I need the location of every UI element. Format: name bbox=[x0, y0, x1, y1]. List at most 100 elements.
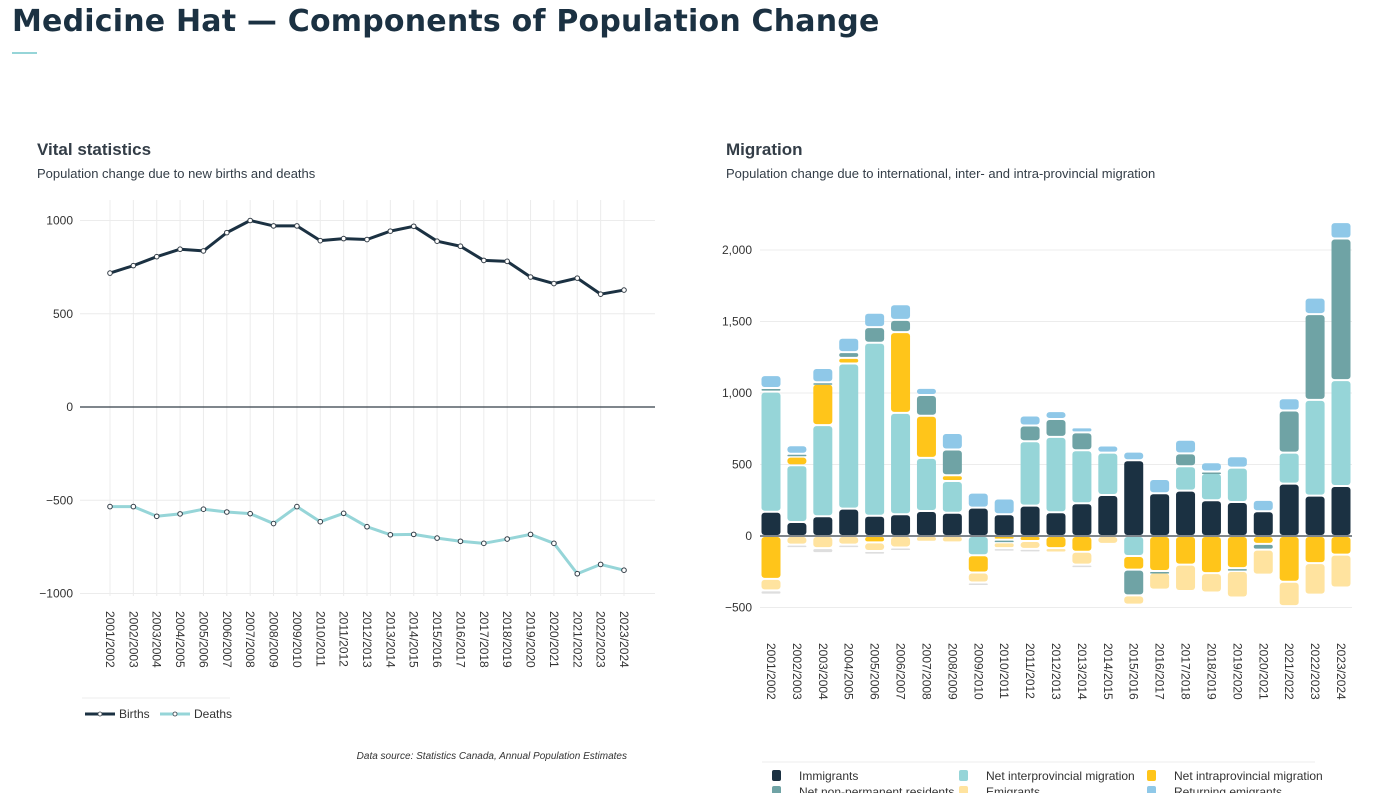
births-point[interactable] bbox=[410, 223, 417, 230]
bar-net_interprovincial[interactable] bbox=[1020, 442, 1040, 505]
bar-net_intraprovincial[interactable] bbox=[1253, 537, 1273, 543]
births-point[interactable] bbox=[317, 237, 324, 244]
legend-net_npr-label[interactable]: Net non-permanent residents bbox=[799, 785, 954, 793]
bar-net_npr[interactable] bbox=[761, 388, 781, 391]
bar-returning[interactable] bbox=[1331, 223, 1351, 238]
legend-returning-label[interactable]: Returning emigrants bbox=[1174, 785, 1282, 793]
bar-emigrants[interactable] bbox=[839, 537, 859, 544]
bar-net_interprovincial[interactable] bbox=[916, 458, 936, 510]
bar-returning[interactable] bbox=[994, 499, 1014, 514]
bar-net_intraprovincial[interactable] bbox=[1227, 537, 1247, 568]
births-point[interactable] bbox=[153, 253, 160, 260]
deaths-point[interactable] bbox=[294, 503, 300, 510]
bar-net_npr[interactable] bbox=[1072, 433, 1092, 450]
bar-returning[interactable] bbox=[1305, 298, 1325, 314]
bar-net_interprovincial[interactable] bbox=[968, 537, 988, 555]
bar-returning[interactable] bbox=[1072, 428, 1092, 432]
deaths-point[interactable] bbox=[527, 531, 534, 538]
bar-returning[interactable] bbox=[891, 305, 911, 319]
births-point[interactable] bbox=[387, 228, 394, 234]
bar-emigrants[interactable] bbox=[761, 579, 781, 590]
bar-immigrants[interactable] bbox=[1046, 513, 1066, 535]
bar-returning[interactable] bbox=[1046, 412, 1066, 419]
bar-returning[interactable] bbox=[1227, 457, 1247, 467]
bar-net_intraprovincial[interactable] bbox=[813, 384, 833, 425]
bar-returning[interactable] bbox=[761, 376, 781, 387]
legend-net_intraprovincial-label[interactable]: Net intraprovincial migration bbox=[1174, 769, 1323, 783]
bar-immigrants[interactable] bbox=[968, 508, 988, 535]
bar-other[interactable] bbox=[891, 548, 911, 550]
deaths-point[interactable] bbox=[364, 523, 370, 530]
births-point[interactable] bbox=[270, 223, 277, 229]
bar-emigrants[interactable] bbox=[865, 543, 885, 551]
bar-immigrants[interactable] bbox=[994, 515, 1014, 535]
bar-net_npr[interactable] bbox=[865, 328, 885, 342]
bar-net_interprovincial[interactable] bbox=[761, 392, 781, 511]
bar-immigrants[interactable] bbox=[813, 517, 833, 535]
bar-immigrants[interactable] bbox=[942, 513, 962, 535]
bar-immigrants[interactable] bbox=[1020, 506, 1040, 535]
bar-net_intraprovincial[interactable] bbox=[1124, 557, 1144, 569]
deaths-point[interactable] bbox=[551, 540, 557, 547]
births-point[interactable] bbox=[364, 236, 370, 243]
bar-net_intraprovincial[interactable] bbox=[1072, 537, 1092, 551]
bar-emigrants[interactable] bbox=[787, 537, 807, 544]
bar-net_interprovincial[interactable] bbox=[942, 481, 962, 512]
bar-emigrants[interactable] bbox=[942, 537, 962, 542]
bar-emigrants[interactable] bbox=[1124, 596, 1144, 604]
births-point[interactable] bbox=[527, 274, 534, 280]
bar-net_interprovincial[interactable] bbox=[1331, 381, 1351, 485]
deaths-point[interactable] bbox=[107, 503, 113, 510]
bar-immigrants[interactable] bbox=[787, 522, 807, 535]
deaths-point[interactable] bbox=[410, 531, 417, 538]
deaths-point[interactable] bbox=[481, 540, 487, 547]
deaths-point[interactable] bbox=[387, 531, 394, 538]
bar-net_npr[interactable] bbox=[994, 540, 1014, 543]
bar-emigrants[interactable] bbox=[1227, 572, 1247, 597]
bar-net_intraprovincial[interactable] bbox=[1279, 537, 1299, 581]
bar-immigrants[interactable] bbox=[1331, 486, 1351, 535]
bar-net_intraprovincial[interactable] bbox=[1331, 537, 1351, 554]
bar-net_intraprovincial[interactable] bbox=[1046, 537, 1066, 548]
bar-immigrants[interactable] bbox=[839, 509, 859, 535]
bar-returning[interactable] bbox=[942, 434, 962, 449]
bar-net_interprovincial[interactable] bbox=[813, 426, 833, 516]
births-point[interactable] bbox=[434, 238, 440, 245]
legend-births-label[interactable]: Births bbox=[119, 707, 150, 721]
bar-net_interprovincial[interactable] bbox=[787, 466, 807, 521]
deaths-point[interactable] bbox=[130, 503, 137, 510]
deaths-point[interactable] bbox=[457, 538, 464, 545]
bar-net_npr[interactable] bbox=[839, 353, 859, 357]
bar-net_interprovincial[interactable] bbox=[1201, 473, 1221, 500]
bar-immigrants[interactable] bbox=[1227, 502, 1247, 535]
legend-net_interprovincial-label[interactable]: Net interprovincial migration bbox=[986, 769, 1135, 783]
bar-net_npr[interactable] bbox=[916, 396, 936, 415]
legend-immigrants-label[interactable]: Immigrants bbox=[799, 769, 858, 783]
bar-emigrants[interactable] bbox=[1331, 555, 1351, 587]
deaths-point[interactable] bbox=[317, 518, 324, 525]
bar-net_interprovincial[interactable] bbox=[1279, 453, 1299, 483]
bar-returning[interactable] bbox=[1098, 446, 1118, 452]
bar-other[interactable] bbox=[968, 583, 988, 585]
bar-net_interprovincial[interactable] bbox=[1176, 467, 1196, 490]
bar-net_intraprovincial[interactable] bbox=[968, 556, 988, 572]
bar-immigrants[interactable] bbox=[1098, 495, 1118, 535]
bar-returning[interactable] bbox=[968, 493, 988, 507]
bar-returning[interactable] bbox=[813, 368, 833, 382]
bar-net_npr[interactable] bbox=[1020, 426, 1040, 441]
births-point[interactable] bbox=[504, 258, 510, 265]
bar-net_npr[interactable] bbox=[1201, 472, 1221, 475]
bar-emigrants[interactable] bbox=[1201, 574, 1221, 592]
bar-emigrants[interactable] bbox=[1150, 573, 1170, 589]
bar-net_intraprovincial[interactable] bbox=[839, 358, 859, 363]
bar-net_interprovincial[interactable] bbox=[839, 364, 859, 508]
bar-immigrants[interactable] bbox=[1305, 496, 1325, 535]
bar-net_npr[interactable] bbox=[942, 450, 962, 475]
bar-net_intraprovincial[interactable] bbox=[1020, 537, 1040, 541]
bar-net_interprovincial[interactable] bbox=[1072, 451, 1092, 503]
bar-net_intraprovincial[interactable] bbox=[1150, 537, 1170, 571]
bar-returning[interactable] bbox=[1020, 416, 1040, 425]
bar-returning[interactable] bbox=[1279, 399, 1299, 410]
legend-emigrants-label[interactable]: Emigrants bbox=[986, 785, 1040, 793]
births-point[interactable] bbox=[574, 275, 581, 281]
